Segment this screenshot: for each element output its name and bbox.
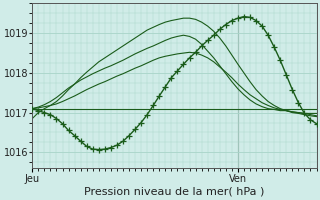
X-axis label: Pression niveau de la mer( hPa ): Pression niveau de la mer( hPa ) [84,187,265,197]
